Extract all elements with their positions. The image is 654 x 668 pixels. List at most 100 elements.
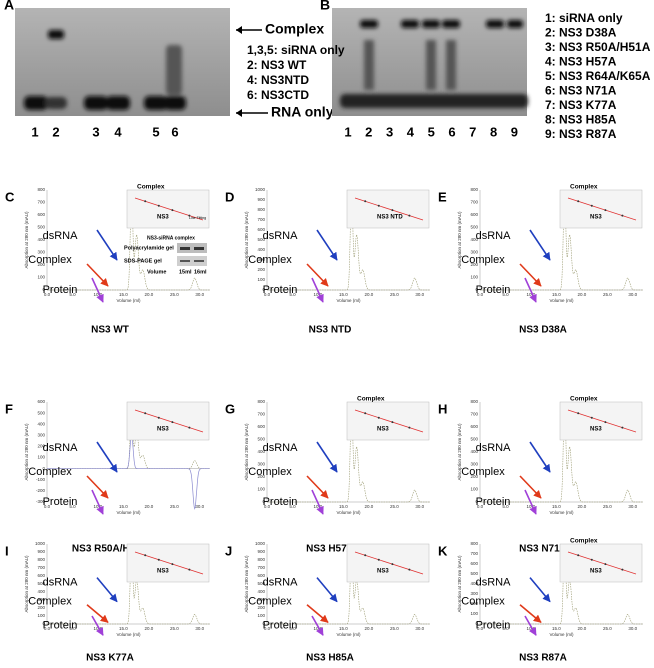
y-tick-label: 800 xyxy=(257,557,265,562)
gel-band xyxy=(194,247,204,250)
gel-band xyxy=(180,260,190,262)
peak-arrow xyxy=(86,475,109,499)
peak-arrow xyxy=(524,277,537,303)
x-tick-label: 0.0 xyxy=(44,626,51,631)
x-tick-label: 25.0 xyxy=(390,504,399,509)
y-tick-label: 200 xyxy=(470,601,478,606)
legend-entry: 4: NS3 H57A xyxy=(545,55,617,69)
lane-label: 9 xyxy=(511,124,518,139)
x-tick-label: 25.0 xyxy=(390,292,399,297)
fit-line xyxy=(354,409,424,433)
y-tick-label: 800 xyxy=(37,187,45,192)
x-tick-label: 25.0 xyxy=(603,504,612,509)
standard-point xyxy=(377,558,380,561)
y-axis-title: Absorption at 280 nm (mAU) xyxy=(457,211,462,269)
standard-point xyxy=(144,554,147,557)
panel-letter: F xyxy=(5,401,13,416)
y-tick-label: 100 xyxy=(470,275,478,280)
gel-title: NS3-siRNA complex xyxy=(147,235,195,241)
peak-arrow xyxy=(91,615,104,636)
gel-band xyxy=(180,247,190,250)
standard-point xyxy=(577,412,580,415)
standard-point xyxy=(377,204,380,207)
x-tick-label: 25.0 xyxy=(390,626,399,631)
gel-image xyxy=(177,256,207,266)
inset-label: NS3 xyxy=(590,569,602,575)
x-axis-title: Volume (ml) xyxy=(116,510,141,515)
panel-letter: J xyxy=(225,543,232,558)
x-axis-title: Volume (ml) xyxy=(549,632,574,637)
peak-arrow xyxy=(96,441,118,473)
x-tick-label: 0.0 xyxy=(477,292,484,297)
y-tick-label: 600 xyxy=(257,424,265,429)
inset-label: NS3 xyxy=(157,215,169,221)
y-axis-title: Absorption at 280 nm (mAU) xyxy=(24,211,29,269)
x-tick-label: 25.0 xyxy=(170,292,179,297)
peak-label: Protein xyxy=(43,620,78,632)
y-tick-label: 800 xyxy=(470,187,478,192)
peak-label: Complex xyxy=(248,596,292,608)
y-tick-label: 0 xyxy=(42,621,45,626)
standard-point xyxy=(604,563,607,566)
peak-label: Complex xyxy=(461,466,505,478)
y-axis-title: Absorption at 280 nm (mAU) xyxy=(24,555,29,613)
trace xyxy=(267,194,430,291)
y-tick-label: 100 xyxy=(470,487,478,492)
y-axis-title: Absorption at 280 nm (mAU) xyxy=(244,211,249,269)
trace xyxy=(267,547,430,625)
peak-arrow xyxy=(306,263,329,287)
x-axis-title: Volume (ml) xyxy=(336,298,361,303)
lane-label: 4 xyxy=(407,124,415,139)
lane-label: 6 xyxy=(448,124,455,139)
peak-arrow xyxy=(519,604,542,624)
y-tick-label: 0 xyxy=(475,499,478,504)
y-tick-label: 300 xyxy=(257,597,265,602)
legend-entry: 1: siRNA only xyxy=(545,11,623,25)
gel-label: Polyacrylamide gel xyxy=(124,245,174,251)
standard-point xyxy=(577,200,580,203)
panel-caption: NS3 H57A xyxy=(306,544,354,555)
y-tick-label: 600 xyxy=(37,573,45,578)
x-tick-label: 0.0 xyxy=(477,626,484,631)
panel-caption: NS3 R50A/H51A xyxy=(72,544,148,555)
panel-caption: NS3 K77A xyxy=(86,653,134,664)
inset-label: NS3 xyxy=(377,569,389,575)
panel-caption: NS3 WT xyxy=(91,325,129,336)
y-tick-label: 800 xyxy=(470,399,478,404)
peak-arrow xyxy=(519,475,542,499)
gel-band xyxy=(194,260,204,262)
x-tick-label: 5.0 xyxy=(69,292,76,297)
panel-letter: E xyxy=(438,189,447,204)
y-tick-label: 0 xyxy=(42,466,45,471)
y-tick-label: 500 xyxy=(257,237,265,242)
peak-label: dsRNA xyxy=(263,576,299,588)
panel-letter: C xyxy=(5,189,15,204)
x-tick-label: 30.0 xyxy=(415,504,424,509)
x-tick-label: 5.0 xyxy=(69,504,76,509)
x-tick-label: 15.0 xyxy=(552,626,561,631)
peak-label: Complex xyxy=(248,466,292,478)
y-tick-label: 300 xyxy=(37,597,45,602)
x-tick-label: 0.0 xyxy=(264,292,271,297)
y-tick-label: 100 xyxy=(257,487,265,492)
x-tick-label: 5.0 xyxy=(289,626,296,631)
gel-image xyxy=(177,243,207,253)
y-tick-label: 600 xyxy=(37,399,45,404)
peak-arrow xyxy=(91,489,104,515)
panel-caption: NS3 N71A xyxy=(519,544,567,555)
legend-entry: 3: NS3 R50A/H51A xyxy=(545,40,651,54)
y-tick-label: 1000 xyxy=(35,541,46,546)
x-tick-label: 25.0 xyxy=(170,626,179,631)
x-tick-label: 15.0 xyxy=(339,292,348,297)
volume-label: Volume xyxy=(147,269,166,275)
standard-point xyxy=(604,209,607,212)
y-tick-label: 200 xyxy=(470,262,478,267)
x-tick-label: 20.0 xyxy=(364,292,373,297)
trace xyxy=(47,434,210,510)
rna-only-label: RNA only xyxy=(271,104,334,120)
x-tick-label: 15.0 xyxy=(339,504,348,509)
y-tick-label: 500 xyxy=(470,437,478,442)
y-tick-label: 100 xyxy=(37,275,45,280)
inset-label: NS3 xyxy=(590,215,602,221)
